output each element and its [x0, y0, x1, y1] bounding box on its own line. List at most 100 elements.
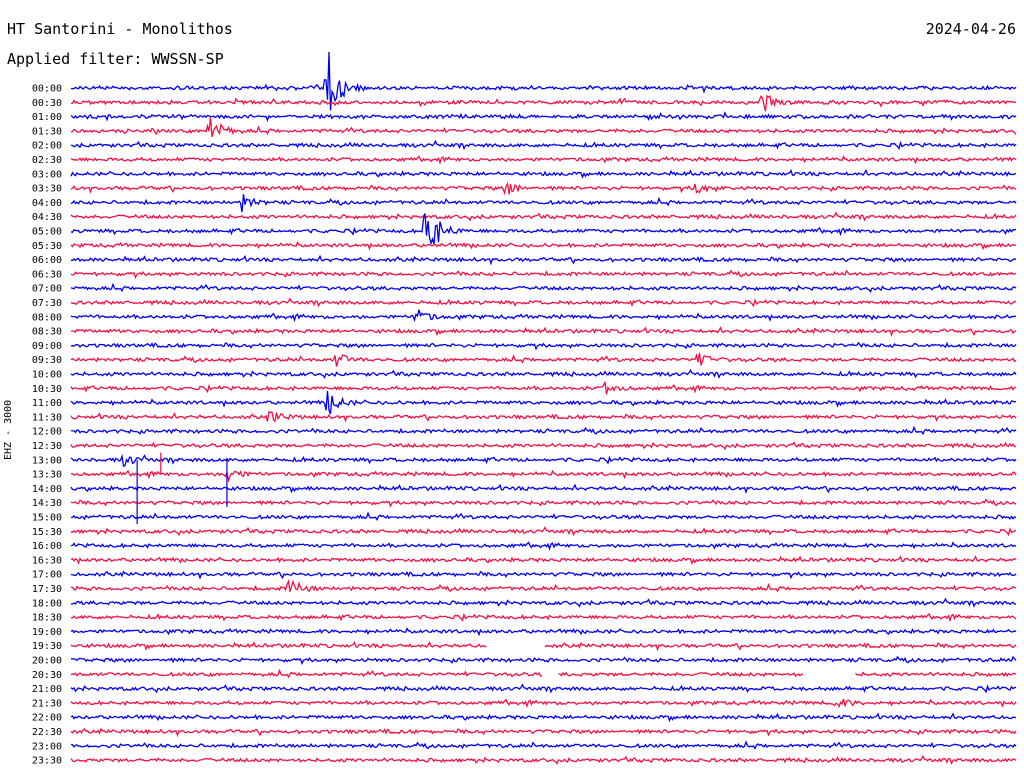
time-label: 06:30: [32, 269, 62, 280]
time-label: 05:30: [32, 241, 62, 252]
trace-row: [70, 541, 1017, 551]
trace-row: [70, 297, 1017, 308]
time-label: 09:30: [32, 355, 62, 366]
trace-row: [70, 453, 1017, 467]
trace-row: [70, 282, 1017, 293]
time-label: 10:00: [32, 370, 62, 381]
trace-row: [70, 111, 1017, 122]
time-label: 22:30: [32, 727, 62, 738]
trace-row: [70, 612, 1017, 623]
time-label-group: 00:00 00:30 01:00 01:30 02:00 02:30 03:00 03:30…: [32, 84, 62, 767]
time-label: 19:30: [32, 641, 62, 652]
time-label: 02:00: [32, 141, 62, 152]
time-label: 04:30: [32, 212, 62, 223]
trace-group: [70, 51, 1017, 766]
trace-row: [70, 526, 1017, 537]
trace-row: [71, 469, 1017, 484]
trace-row: [70, 51, 1017, 111]
time-label: 17:30: [32, 584, 62, 595]
time-label: 09:00: [32, 341, 62, 352]
trace-row: [70, 578, 1017, 593]
trace-row: [70, 740, 1017, 750]
trace-row: [70, 140, 1017, 151]
time-label: 03:00: [32, 169, 62, 180]
time-label: 07:00: [32, 284, 62, 295]
time-label: 18:00: [32, 598, 62, 609]
trace-row: [70, 683, 1017, 694]
time-label: 13:30: [32, 470, 62, 481]
trace-row: [70, 640, 1017, 652]
time-label: 10:30: [32, 384, 62, 395]
time-label: 21:30: [32, 698, 62, 709]
time-label: 23:00: [32, 741, 62, 752]
time-label: 20:00: [32, 656, 62, 667]
trace-row: [70, 441, 1017, 451]
trace-row: [70, 570, 1017, 580]
time-label: 18:30: [32, 613, 62, 624]
trace-row: [70, 410, 1017, 423]
trace-row: [70, 155, 1017, 165]
time-label: 16:30: [32, 555, 62, 566]
trace-row: [70, 754, 1017, 766]
trace-row: [70, 116, 1017, 137]
trace-row: [70, 94, 1017, 112]
trace-row: [70, 627, 1017, 637]
trace-row: [70, 352, 1017, 367]
trace-row: [70, 326, 1017, 337]
trace-row: [70, 390, 1017, 415]
time-label: 04:00: [32, 198, 62, 209]
filter-value: WWSSN-SP: [151, 50, 224, 68]
trace-row: [71, 254, 1017, 266]
trace-row: [70, 555, 1017, 566]
time-label: 05:00: [32, 227, 62, 238]
time-label: 22:00: [32, 713, 62, 724]
time-label: 08:00: [32, 312, 62, 323]
time-label: 01:00: [32, 112, 62, 123]
trace-row: [70, 341, 1017, 351]
time-label: 15:30: [32, 527, 62, 538]
trace-row: [70, 168, 1017, 179]
time-label: 00:00: [32, 84, 62, 95]
time-label: 23:30: [32, 756, 62, 767]
station-title: HT Santorini - Monolithos: [7, 20, 233, 38]
trace-row: [70, 727, 1017, 738]
time-label: 20:30: [32, 670, 62, 681]
time-label: 02:30: [32, 155, 62, 166]
trace-row: [70, 269, 1017, 280]
trace-row: [70, 213, 1017, 246]
time-label: 14:00: [32, 484, 62, 495]
trace-row: [70, 498, 1017, 508]
time-label: 17:00: [32, 570, 62, 581]
time-label: 08:30: [32, 327, 62, 338]
time-label: 03:30: [32, 184, 62, 195]
plot-date: 2024-04-26: [925, 20, 1016, 38]
trace-row: [70, 483, 1017, 495]
trace-row: [70, 655, 1017, 666]
time-label: 14:30: [32, 498, 62, 509]
trace-row: [70, 698, 1017, 709]
time-label: 16:00: [32, 541, 62, 552]
trace-row: [70, 712, 1017, 723]
trace-row: [70, 368, 1017, 379]
trace-row: [70, 309, 1017, 323]
time-label: 12:30: [32, 441, 62, 452]
trace-row: [70, 425, 1017, 436]
time-label: 19:00: [32, 627, 62, 638]
trace-row: [70, 240, 1017, 251]
time-label: 15:00: [32, 513, 62, 524]
trace-row: [70, 181, 1017, 196]
time-label: 06:00: [32, 255, 62, 266]
time-label: 01:30: [32, 126, 62, 137]
time-label: 11:00: [32, 398, 62, 409]
trace-row: [70, 211, 1017, 222]
trace-row: [70, 194, 1017, 213]
trace-row: [70, 668, 1017, 679]
filter-label: Applied filter:: [7, 50, 143, 68]
time-label: 00:30: [32, 98, 62, 109]
time-label: 12:00: [32, 427, 62, 438]
trace-row: [71, 597, 1017, 608]
trace-row: [70, 381, 1017, 395]
filter-line: Applied filter: WWSSN-SP: [7, 50, 224, 68]
time-label: 21:00: [32, 684, 62, 695]
